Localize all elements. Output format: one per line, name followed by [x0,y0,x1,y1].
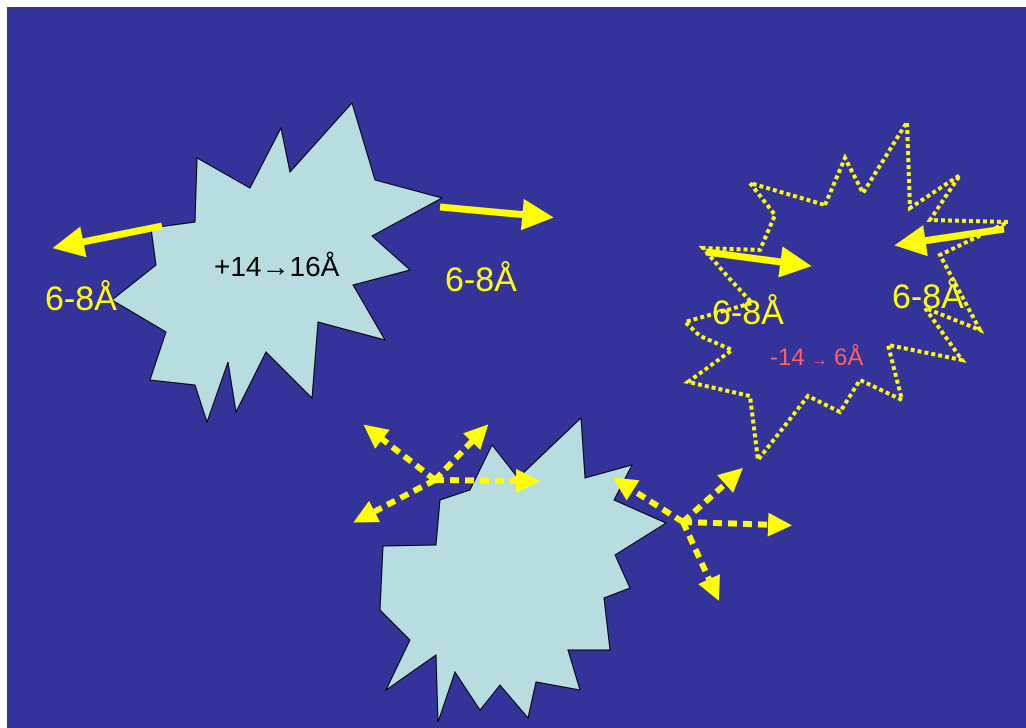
bottom-arrow-down-2 [680,520,720,601]
left-star-arrow-right [439,198,554,231]
right-star-center-value: -14 [770,344,805,371]
right-star-right-label: 6-8Å [892,278,964,316]
right-star-arrow-left [705,246,812,278]
right-star-center-arrow: → [811,352,828,369]
right-star-arrow-right [894,225,1005,257]
left-star-shape [111,102,444,424]
bottom-arrow-right [434,468,540,493]
left-star-arrow-left [52,222,163,258]
bottom-arrow-up-left [363,424,437,483]
bottom-arrow-up-left-2 [612,477,685,525]
bottom-arrow-up-right [432,424,489,483]
left-star-center-label: +14→16Å [214,251,340,282]
right-star-center-label: -14 → 6Å [770,346,863,370]
left-star-right-label: 6-8Å [445,261,517,299]
bottom-arrow-down-left [353,477,437,523]
left-star-left-label: 6-8Å [45,280,117,318]
bottom-arrow-right-2 [682,512,792,537]
bottom-arrow-up-right-2 [680,467,743,525]
right-star-shape [681,115,1009,466]
right-star-center-result: 6Å [834,344,864,371]
bottom-star-shape [379,416,668,723]
right-star-left-label: 6-8Å [712,294,784,332]
